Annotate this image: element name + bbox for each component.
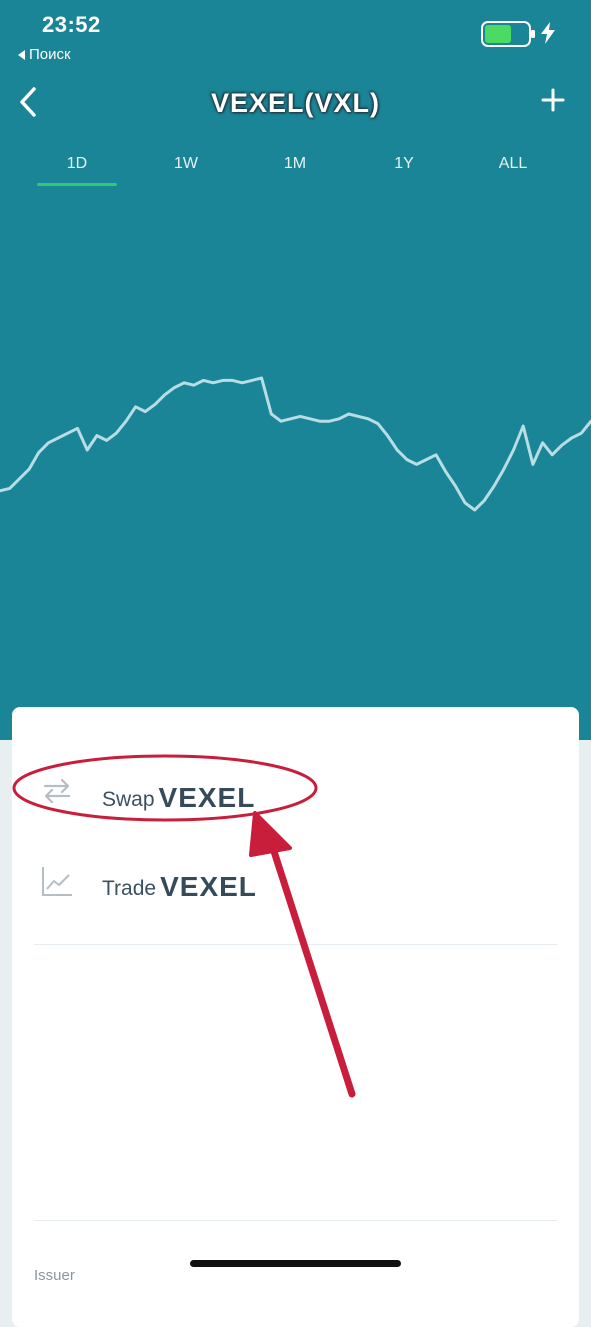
timeframe-tabs: 1D 1W 1M 1Y ALL [0, 152, 591, 188]
header-area: 23:52 Поиск VEXEL(VXL) 1D 1W 1M 1Y ALL [0, 0, 591, 740]
actions-card: Swap VEXEL Trade VEXEL Issuer [12, 707, 579, 1327]
tab-1w[interactable]: 1W [174, 155, 198, 172]
tab-1d[interactable]: 1D [37, 152, 117, 186]
charging-icon [541, 22, 555, 44]
trade-action-row[interactable]: Trade VEXEL [12, 850, 579, 910]
divider [34, 944, 557, 945]
trend-chart-icon [42, 867, 72, 896]
swap-token: VEXEL [158, 782, 256, 813]
chevron-left-icon[interactable] [16, 86, 42, 118]
status-time: 23:52 [42, 12, 101, 37]
home-indicator [190, 1260, 401, 1267]
tab-all[interactable]: ALL [498, 155, 528, 172]
tab-1y[interactable]: 1Y [394, 155, 414, 172]
trade-token: VEXEL [160, 871, 257, 902]
back-triangle-icon [18, 49, 25, 60]
issuer-label: Issuer [34, 1267, 75, 1284]
status-back-link[interactable]: Поиск [18, 46, 71, 63]
swap-label: Swap VEXEL [102, 781, 255, 813]
status-back-label: Поиск [29, 46, 71, 63]
price-line [0, 376, 591, 512]
page-title: VEXEL(VXL) [210, 88, 381, 118]
swap-action-row[interactable]: Swap VEXEL [12, 761, 579, 821]
trade-verb: Trade [102, 877, 157, 900]
tab-1m[interactable]: 1M [283, 155, 307, 172]
trade-label: Trade VEXEL [102, 870, 257, 902]
divider [34, 1220, 557, 1221]
swap-arrows-icon [43, 778, 71, 804]
plus-icon[interactable] [541, 88, 565, 112]
price-chart [0, 376, 591, 512]
battery-icon [481, 21, 535, 47]
swap-verb: Swap [102, 788, 155, 811]
